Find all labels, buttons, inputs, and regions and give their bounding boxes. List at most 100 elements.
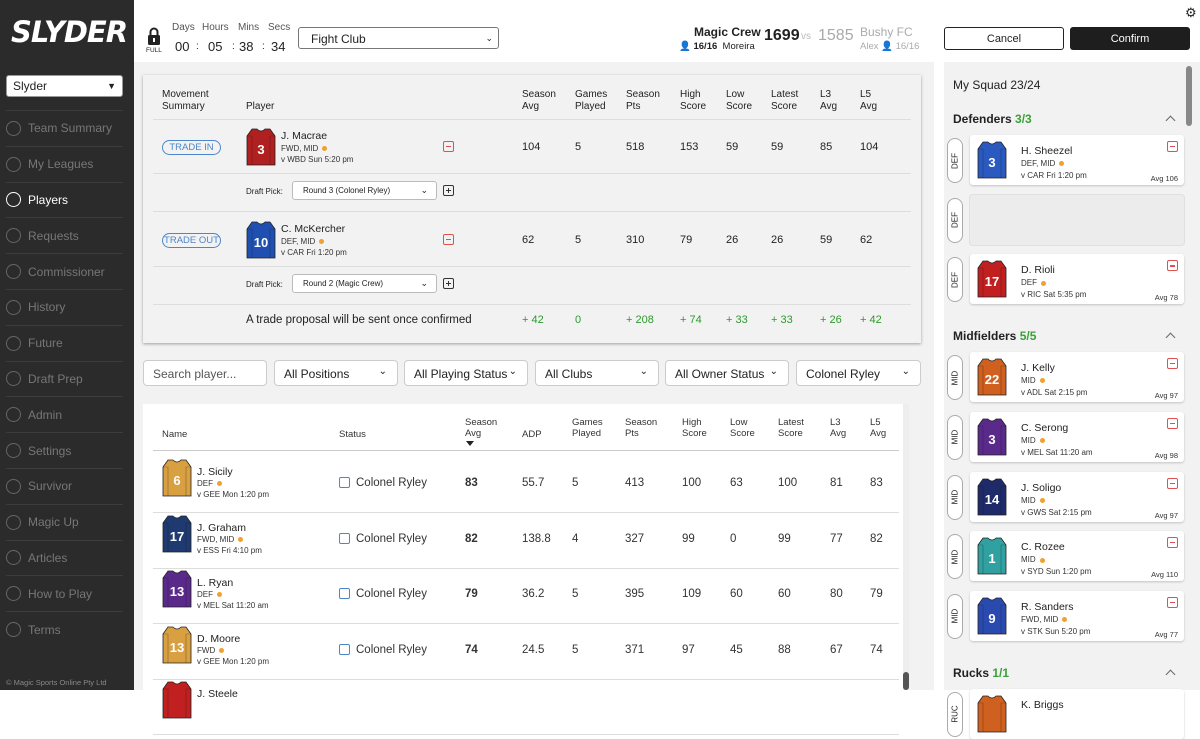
player-fixture: v CAR Fri 1:20 pm [281, 248, 347, 257]
sidebar-item-how-to-play[interactable]: How to Play [6, 575, 123, 611]
sidebar-item-history[interactable]: History [6, 288, 123, 325]
remove-icon[interactable] [1167, 596, 1178, 608]
sidebar-item-future[interactable]: Future [6, 324, 123, 361]
squad-player-card[interactable]: 14 J. Soligo MID v GWS Sat 2:15 pm Avg 97 [970, 471, 1184, 522]
col-name[interactable]: Name [162, 429, 188, 440]
col-low-score[interactable]: Low Score [730, 417, 755, 439]
col-adp[interactable]: ADP [522, 429, 542, 440]
remove-icon[interactable] [1167, 537, 1178, 549]
owner-filter-value: Colonel Ryley [806, 367, 881, 381]
playing-status-value: All Playing Status [414, 367, 508, 381]
owner-status-icon [339, 588, 350, 599]
gear-icon[interactable]: ⚙ [1185, 5, 1197, 20]
owner-status-filter[interactable]: All Owner Status ⌄ [665, 360, 789, 386]
sidebar-item-draft-prep[interactable]: Draft Prep [6, 360, 123, 397]
col-l3-avg[interactable]: L3 Avg [830, 417, 847, 439]
jersey-number: 14 [985, 492, 1000, 507]
player-name[interactable]: J. Graham [197, 521, 247, 534]
col-latest-score[interactable]: Latest Score [778, 417, 804, 439]
col-status[interactable]: Status [339, 429, 366, 440]
magic-icon [6, 514, 21, 530]
remove-icon[interactable] [1167, 260, 1178, 272]
league-select[interactable]: Slyder ▼ [6, 75, 123, 97]
sidebar-item-players[interactable]: Players [6, 181, 123, 218]
sidebar-item-articles[interactable]: Articles [6, 539, 123, 576]
cancel-button[interactable]: Cancel [944, 27, 1064, 50]
club-select[interactable]: Fight Club ⌄ [298, 27, 499, 49]
list-cell: 5 [572, 477, 579, 489]
squad-player-card[interactable]: 1 C. Rozee MID v SYD Sun 1:20 pm Avg 110 [970, 531, 1184, 582]
squad-section-title[interactable]: Midfielders 5/5 [953, 329, 1036, 343]
draft-pick-select[interactable]: Round 2 (Magic Crew) ⌄ [292, 274, 437, 293]
col-games-played[interactable]: Games Played [572, 417, 603, 439]
position-tab: MID [947, 474, 963, 520]
remove-icon[interactable] [443, 234, 454, 245]
chevron-down-icon: ▼ [107, 81, 116, 91]
table-row[interactable]: 13 L. Ryan DEF v MEL Sat 11:20 am Colonel Ry… [143, 569, 907, 624]
table-row[interactable]: 17 J. Graham FWD, MID v ESS Fri 4:10 pm Colo… [143, 514, 907, 569]
sidebar-item-survivor[interactable]: Survivor [6, 467, 123, 504]
player-name[interactable]: J. Macrae [281, 130, 328, 142]
empty-slot[interactable] [970, 194, 1184, 245]
squad-player-card[interactable]: 17 D. Rioli DEF v RIC Sat 5:35 pm Avg 78 [970, 254, 1184, 305]
sidebar-item-requests[interactable]: Requests [6, 217, 123, 253]
sidebar-item-team-summary[interactable]: Team Summary [6, 110, 123, 146]
clubs-filter[interactable]: All Clubs ⌄ [535, 360, 659, 386]
chevron-down-icon: ⌄ [485, 33, 493, 43]
squad-player-card[interactable]: 3 C. Serong MID v MEL Sat 11:20 am Avg 98 [970, 411, 1184, 462]
squad-player-card[interactable]: 9 R. Sanders FWD, MID v STK Sun 5:20 pm Avg … [970, 590, 1184, 641]
sidebar-item-commissioner[interactable]: Commissioner [6, 253, 123, 289]
sidebar-item-magic-up[interactable]: Magic Up [6, 503, 123, 540]
squad-player-card[interactable]: 3 H. Sheezel DEF, MID v CAR Fri 1:20 pm Avg … [970, 135, 1184, 185]
remove-icon[interactable] [1167, 477, 1178, 489]
position-text: DEF [1021, 278, 1037, 288]
remove-icon[interactable] [1167, 417, 1178, 429]
search-input[interactable]: Search player... [143, 360, 267, 386]
player-position: DEF [1021, 278, 1046, 287]
sidebar-item-terms[interactable]: Terms [6, 611, 123, 647]
jersey-icon: 14 [977, 478, 1007, 515]
remove-icon[interactable] [1167, 141, 1178, 152]
brand-logo[interactable]: SLYDER [8, 14, 128, 50]
col-season-pts[interactable]: Season Pts [625, 417, 658, 439]
player-name[interactable]: D. Moore [197, 632, 241, 645]
player-name[interactable]: C. McKercher [281, 223, 346, 235]
divider [153, 119, 911, 120]
positions-filter[interactable]: All Positions ⌄ [274, 360, 398, 386]
col-l5-avg[interactable]: L5 Avg [870, 417, 887, 439]
list-scroll-thumb[interactable] [903, 672, 909, 690]
jersey-number: 3 [988, 155, 995, 170]
player-name[interactable]: L. Ryan [197, 577, 234, 589]
sidebar-item-admin[interactable]: Admin [6, 396, 123, 432]
table-row[interactable]: 13 D. Moore FWD v GEE Mon 1:20 pm Colonel Ry… [143, 625, 907, 680]
home-owner: Moreira [722, 41, 755, 52]
squad-section-title[interactable]: Rucks 1/1 [953, 666, 1009, 680]
player-name[interactable]: J. Sicily [197, 466, 233, 478]
sidebar-item-my-leagues[interactable]: My Leagues [6, 145, 123, 182]
add-pick-icon[interactable] [443, 278, 454, 289]
table-row[interactable]: J. Steele [143, 680, 907, 735]
jersey-icon: 17 [977, 260, 1007, 298]
col-season-avg[interactable]: Season Avg [465, 417, 498, 439]
remove-icon[interactable] [1167, 358, 1178, 370]
sidebar-item-settings[interactable]: Settings [6, 432, 123, 468]
playing-status-filter[interactable]: All Playing Status ⌄ [404, 360, 528, 386]
squad-scroll-thumb[interactable] [1186, 66, 1192, 126]
list-scrollbar[interactable] [903, 404, 909, 690]
confirm-button[interactable]: Confirm [1070, 27, 1190, 50]
timer-mins-label: Mins [238, 22, 260, 33]
draft-pick-select[interactable]: Round 3 (Colonel Ryley) ⌄ [292, 181, 437, 200]
squad-player-card[interactable]: 22 J. Kelly MID v ADL Sat 2:15 pm Avg 97 [970, 352, 1184, 403]
table-row[interactable]: 6 J. Sicily DEF v GEE Mon 1:20 pm Colonel Ry… [143, 458, 907, 513]
add-pick-icon[interactable] [443, 185, 454, 196]
col-high-score[interactable]: High Score [682, 417, 707, 439]
squad-section-title[interactable]: Defenders 3/3 [953, 112, 1032, 126]
remove-icon[interactable] [443, 141, 454, 152]
owner-filter[interactable]: Colonel Ryley ⌄ [796, 360, 921, 386]
copyright: © Magic Sports Online Pty Ltd [6, 678, 107, 687]
sidebar-item-label: How to Play [28, 586, 93, 601]
sort-desc-icon[interactable] [466, 441, 474, 446]
divider [153, 678, 899, 680]
squad-player-card[interactable]: K. Briggs [970, 688, 1184, 739]
position-text: FWD, MID [281, 144, 319, 153]
